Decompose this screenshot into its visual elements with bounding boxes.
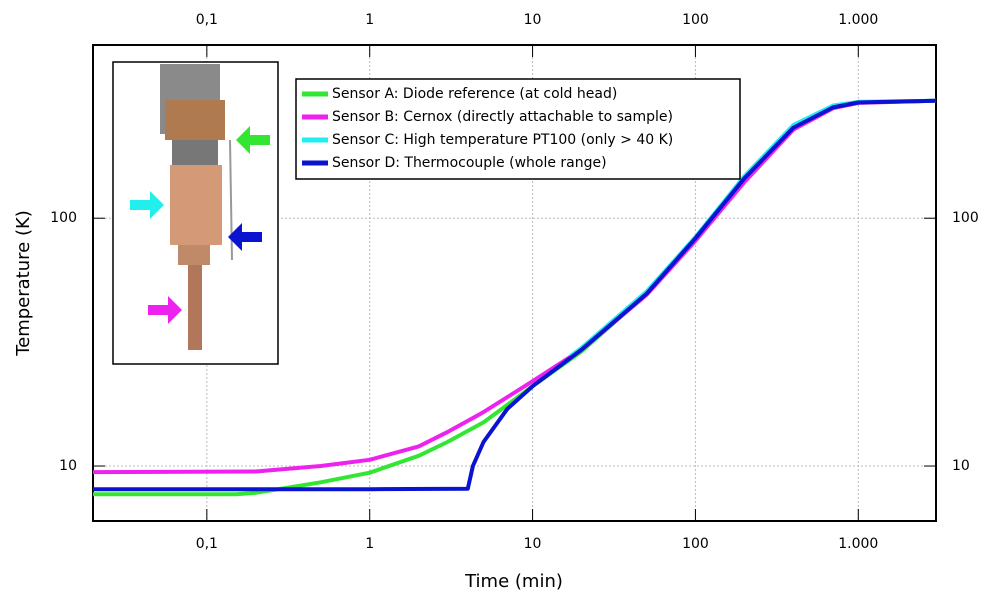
- x-tick-label: 10: [524, 536, 542, 552]
- y-tick-label: 10: [59, 458, 77, 474]
- arrow: [130, 191, 164, 219]
- x-tick-label: 1: [365, 536, 374, 552]
- x-tick-label: 100: [682, 536, 709, 552]
- legend-label: Sensor D: Thermocouple (whole range): [332, 155, 607, 171]
- legend-label: Sensor C: High temperature PT100 (only >…: [332, 132, 673, 148]
- x-tick-label-top: 1.000: [838, 12, 878, 28]
- x-tick-label: 1.000: [838, 536, 878, 552]
- y-tick-label-right: 10: [952, 458, 970, 474]
- x-tick-label-top: 10: [524, 12, 542, 28]
- series-line: [93, 98, 936, 492]
- y-tick-label-right: 100: [952, 210, 979, 226]
- copper-ring: [165, 100, 225, 140]
- legend-label: Sensor B: Cernox (directly attachable to…: [332, 109, 673, 125]
- x-tick-label-top: 1: [365, 12, 374, 28]
- x-axis-title: Time (min): [464, 571, 563, 592]
- x-tick-label-top: 100: [682, 12, 709, 28]
- plot-frame: [92, 44, 937, 522]
- holder: [178, 245, 210, 265]
- arrow: [236, 126, 270, 154]
- stage: [172, 140, 218, 165]
- y-axis-title: Temperature (K): [13, 210, 34, 357]
- legend-label: Sensor A: Diode reference (at cold head): [332, 86, 617, 102]
- arrow: [228, 223, 262, 251]
- legend-box: [295, 78, 741, 180]
- sample-rod: [188, 265, 202, 350]
- x-tick-label: 0,1: [196, 536, 218, 552]
- x-tick-label-top: 0,1: [196, 12, 218, 28]
- inset-photo: [112, 61, 279, 365]
- y-tick-label: 100: [50, 210, 77, 226]
- copper-block: [170, 165, 222, 245]
- arrow: [148, 296, 182, 324]
